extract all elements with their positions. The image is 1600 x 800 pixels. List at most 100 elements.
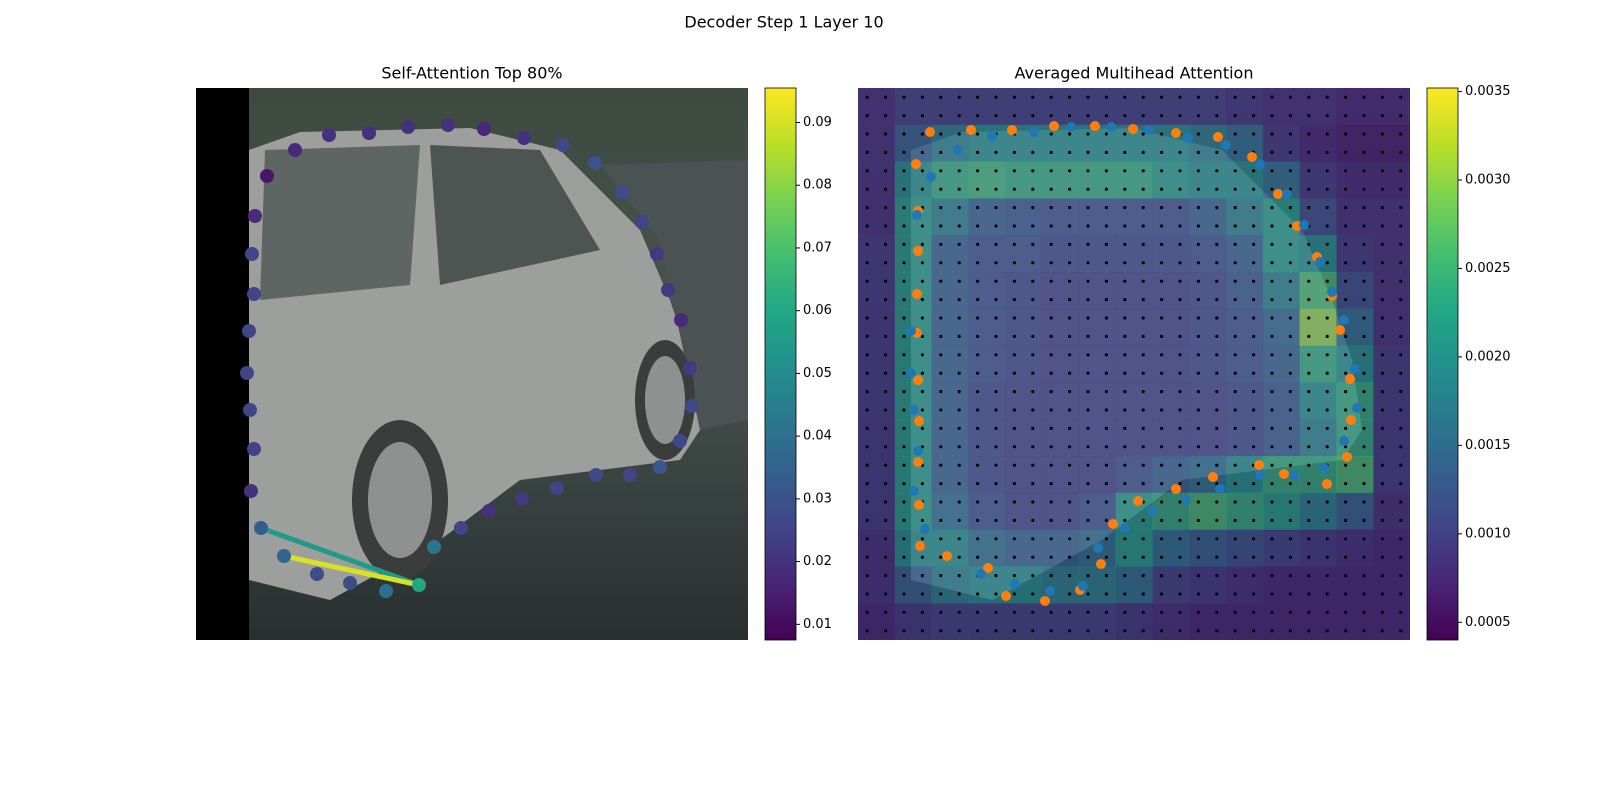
point <box>1221 140 1231 150</box>
grid-dot <box>1086 537 1090 541</box>
vertex-point <box>477 122 491 136</box>
heatmap-cell <box>1042 419 1080 457</box>
heatmap-cell <box>894 603 932 640</box>
heatmap-cell <box>968 529 1006 567</box>
grid-dot <box>1049 353 1053 357</box>
heatmap-cell <box>931 124 969 162</box>
grid-dot <box>1031 95 1035 99</box>
grid-dot <box>939 334 943 338</box>
grid-dot <box>1196 279 1200 283</box>
heatmap-cell <box>1336 382 1374 420</box>
grid-dot <box>994 261 998 265</box>
grid-dot <box>1380 353 1384 357</box>
grid-dot <box>1086 150 1090 154</box>
colorbar <box>1426 87 1459 641</box>
grid-dot <box>1380 298 1384 302</box>
grid-dot <box>1086 261 1090 265</box>
grid-dot <box>1049 187 1053 191</box>
grid-dot <box>1307 279 1311 283</box>
grid-dot <box>1178 316 1182 320</box>
point <box>906 326 916 336</box>
grid-dot <box>1380 334 1384 338</box>
point <box>914 500 924 510</box>
grid-dot <box>902 187 906 191</box>
grid-dot <box>1141 334 1145 338</box>
grid-dot <box>939 426 943 430</box>
grid-dot <box>1086 279 1090 283</box>
grid-dot <box>1215 150 1219 154</box>
vertex-point <box>247 442 261 456</box>
grid-dot <box>865 242 869 246</box>
grid-dot <box>1049 463 1053 467</box>
grid-dot <box>1362 316 1366 320</box>
point <box>1001 591 1011 601</box>
heatmap-cell <box>1152 272 1190 310</box>
grid-dot <box>957 463 961 467</box>
grid-dot <box>1196 316 1200 320</box>
photo-background <box>196 88 748 640</box>
grid-dot <box>902 408 906 412</box>
grid-dot <box>1288 334 1292 338</box>
grid-dot <box>1399 555 1403 559</box>
grid-dot <box>1160 408 1164 412</box>
grid-dot <box>976 500 980 504</box>
grid-dot <box>1178 261 1182 265</box>
grid-dot <box>1141 169 1145 173</box>
heatmap-cell <box>858 492 896 530</box>
grid-dot <box>920 574 925 578</box>
grid-dot <box>865 390 869 394</box>
colorbar-tick-label: 0.0015 <box>1465 438 1511 453</box>
grid-dot <box>1399 482 1403 486</box>
grid-dot <box>1270 482 1274 486</box>
grid-dot <box>1178 518 1182 523</box>
heatmap-cell <box>858 456 896 494</box>
vertex-point <box>288 143 302 157</box>
grid-dot <box>1307 592 1311 596</box>
grid-dot <box>976 242 980 246</box>
heatmap-cell <box>1115 308 1153 346</box>
grid-dot <box>1233 463 1237 467</box>
grid-dot <box>865 353 869 357</box>
grid-dot <box>1233 95 1237 99</box>
grid-dot <box>1362 518 1366 523</box>
colorbar-tick-label: 0.03 <box>803 491 832 506</box>
grid-dot <box>1196 592 1200 596</box>
grid-dot <box>1307 610 1311 615</box>
grid-dot <box>1123 298 1127 302</box>
point <box>1255 159 1265 169</box>
heatmap-cell <box>1005 272 1043 310</box>
grid-dot <box>1362 592 1366 596</box>
grid-dot <box>1307 150 1311 154</box>
vertex-point <box>322 128 336 142</box>
grid-dot <box>1049 610 1053 615</box>
grid-dot <box>1141 187 1145 191</box>
grid-dot <box>1178 463 1182 467</box>
grid-dot <box>920 279 925 283</box>
grid-dot <box>1362 629 1366 633</box>
grid-dot <box>1012 242 1017 246</box>
grid-dot <box>920 390 925 394</box>
point <box>912 289 922 299</box>
point <box>1213 132 1223 142</box>
grid-dot <box>1344 518 1348 523</box>
grid-dot <box>1178 390 1182 394</box>
grid-dot <box>1086 408 1090 412</box>
grid-dot <box>1380 242 1384 246</box>
heatmap-cell <box>931 235 969 273</box>
grid-dot <box>1270 298 1274 302</box>
heatmap-cell <box>1262 124 1300 162</box>
grid-dot <box>1399 316 1403 320</box>
grid-dot <box>1196 500 1200 504</box>
grid-dot <box>1031 426 1035 430</box>
grid-dot <box>1399 242 1403 246</box>
heatmap-cell <box>894 88 932 126</box>
grid-dot <box>1344 482 1348 486</box>
grid-dot <box>1086 114 1090 118</box>
heatmap-cell <box>968 272 1006 310</box>
grid-dot <box>902 371 906 375</box>
heatmap-cell <box>1115 345 1153 383</box>
point <box>1345 374 1355 384</box>
grid-dot <box>1380 408 1384 412</box>
grid-dot <box>1031 518 1035 523</box>
grid-dot <box>1012 610 1017 615</box>
